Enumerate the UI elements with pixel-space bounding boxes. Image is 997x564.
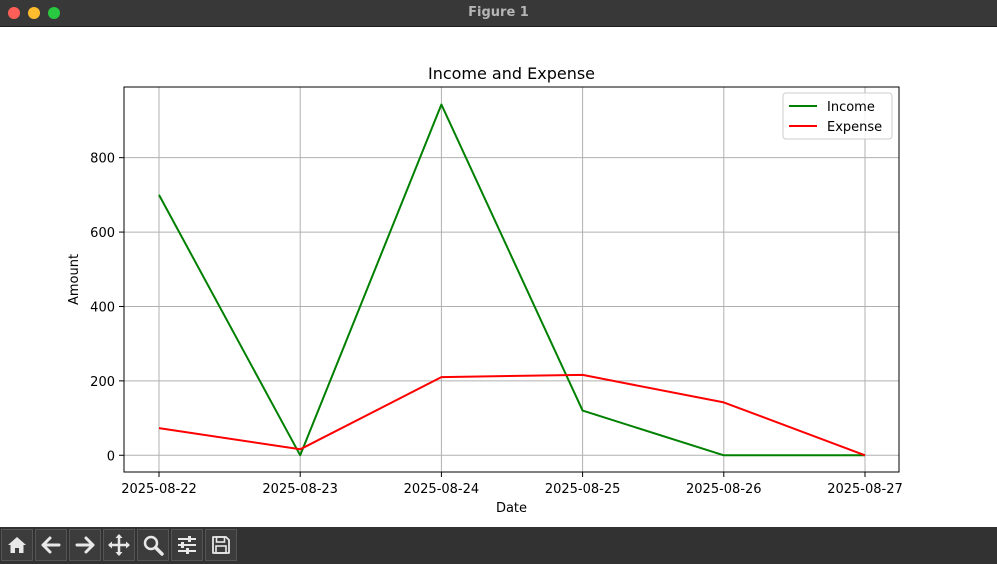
home-icon xyxy=(8,537,26,553)
legend-label-expense: Expense xyxy=(827,120,882,135)
legend-label-income: Income xyxy=(827,100,875,115)
x-axis-label: Date xyxy=(496,501,527,516)
x-tick-label: 2025-08-24 xyxy=(404,482,480,497)
save-button[interactable] xyxy=(205,529,237,561)
x-tick-label: 2025-08-27 xyxy=(827,482,903,497)
x-tick-label: 2025-08-23 xyxy=(262,482,338,497)
window-titlebar: Figure 1 xyxy=(0,0,997,27)
line-chart: 2025-08-22 2025-08-23 2025-08-24 2025-08-25… xyxy=(67,64,903,516)
y-tick-label: 0 xyxy=(107,449,115,464)
close-window-button[interactable] xyxy=(8,7,20,19)
forward-button[interactable] xyxy=(69,529,101,561)
y-axis-label: Amount xyxy=(67,254,82,305)
home-button[interactable] xyxy=(1,529,33,561)
y-tick-label: 800 xyxy=(90,152,115,167)
zoom-icon xyxy=(143,535,164,556)
figure-canvas: 2025-08-22 2025-08-23 2025-08-24 2025-08-25… xyxy=(0,27,997,527)
minimize-window-button[interactable] xyxy=(28,7,40,19)
series-line-income xyxy=(158,103,865,457)
x-tick-label: 2025-08-22 xyxy=(121,482,197,497)
chart-title: Income and Expense xyxy=(428,64,595,83)
y-tick-label: 200 xyxy=(90,375,115,390)
configure-subplots-icon xyxy=(178,536,196,554)
back-button[interactable] xyxy=(35,529,67,561)
pan-icon xyxy=(108,534,130,556)
y-tick-label: 600 xyxy=(90,226,115,241)
save-icon xyxy=(212,536,230,554)
x-tick-label: 2025-08-25 xyxy=(545,482,621,497)
zoom-button[interactable] xyxy=(137,529,169,561)
legend-box xyxy=(782,92,893,140)
back-arrow-icon xyxy=(41,536,61,554)
forward-arrow-icon xyxy=(75,536,95,554)
x-tick-label: 2025-08-26 xyxy=(686,482,762,497)
window-title: Figure 1 xyxy=(468,5,529,20)
pan-button[interactable] xyxy=(103,529,135,561)
maximize-window-button[interactable] xyxy=(48,7,60,19)
configure-subplots-button[interactable] xyxy=(171,529,203,561)
series-line-expense xyxy=(158,373,866,457)
navigation-toolbar xyxy=(0,527,997,564)
y-tick-label: 400 xyxy=(90,300,115,315)
axes-frame xyxy=(123,86,900,473)
